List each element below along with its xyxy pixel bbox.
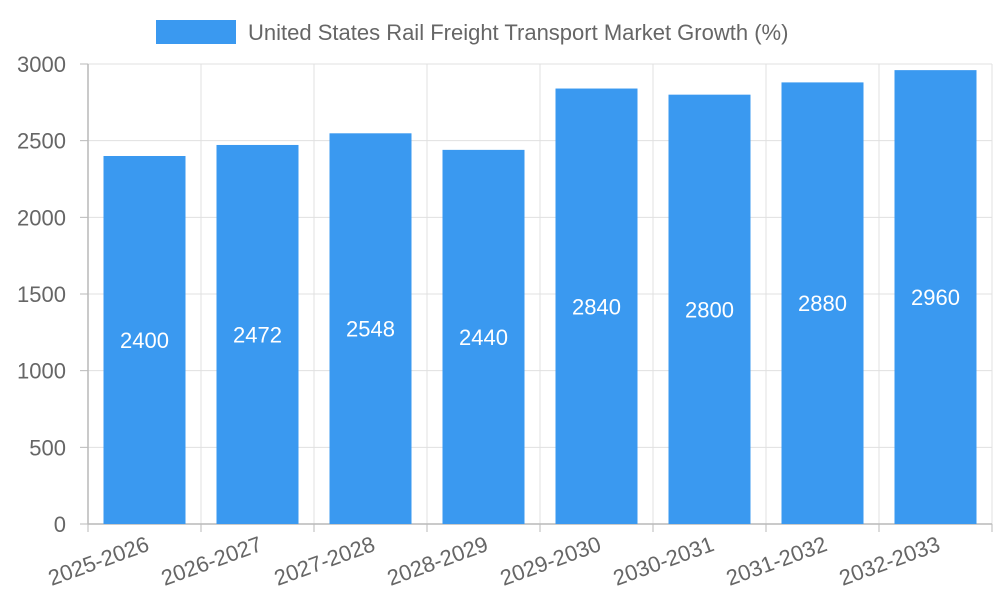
y-tick-label: 0 bbox=[54, 512, 66, 537]
x-tick-label: 2027-2028 bbox=[271, 531, 378, 590]
data-label: 2472 bbox=[233, 322, 282, 347]
bar-2032-2033[interactable] bbox=[894, 70, 977, 524]
data-label: 2880 bbox=[798, 291, 847, 316]
x-tick-label: 2029-2030 bbox=[497, 531, 604, 590]
y-axis: 0 500 1000 1500 2000 2500 3000 bbox=[17, 52, 89, 537]
y-tick-label: 2500 bbox=[17, 129, 66, 154]
y-tick-label: 500 bbox=[29, 435, 66, 460]
y-tick-label: 1500 bbox=[17, 282, 66, 307]
bar-2029-2030[interactable] bbox=[555, 88, 638, 525]
bar-2028-2029[interactable] bbox=[442, 149, 525, 524]
y-tick-label: 1000 bbox=[17, 359, 66, 384]
bar-2031-2032[interactable] bbox=[781, 82, 864, 525]
bar-2026-2027[interactable] bbox=[216, 144, 299, 524]
y-tick-label: 2000 bbox=[17, 205, 66, 230]
x-tick-label: 2031-2032 bbox=[723, 531, 830, 590]
x-axis: 2025-2026 2026-2027 2027-2028 2028-2029 2029… bbox=[45, 523, 993, 591]
bar-2027-2028[interactable] bbox=[329, 133, 412, 524]
x-tick-label: 2030-2031 bbox=[610, 531, 717, 590]
legend-swatch bbox=[156, 20, 236, 44]
y-tick-label: 3000 bbox=[17, 52, 66, 77]
data-label: 2400 bbox=[120, 328, 169, 353]
x-tick-label: 2032-2033 bbox=[836, 531, 943, 590]
x-tick-label: 2025-2026 bbox=[45, 531, 152, 590]
x-tick-label: 2028-2029 bbox=[384, 531, 491, 590]
legend-label: United States Rail Freight Transport Mar… bbox=[248, 20, 788, 45]
x-tick-label: 2026-2027 bbox=[158, 531, 265, 590]
data-label: 2440 bbox=[459, 325, 508, 350]
data-label: 2840 bbox=[572, 294, 621, 319]
data-label: 2960 bbox=[911, 285, 960, 310]
data-label: 2800 bbox=[685, 297, 734, 322]
chart-legend[interactable]: United States Rail Freight Transport Mar… bbox=[156, 20, 788, 45]
bar-series bbox=[103, 70, 977, 525]
bar-2030-2031[interactable] bbox=[668, 94, 751, 525]
data-label: 2548 bbox=[346, 317, 395, 342]
data-labels: 2400 2472 2548 2440 2840 2800 2880 2960 bbox=[120, 285, 960, 353]
bar-2025-2026[interactable] bbox=[103, 156, 186, 524]
